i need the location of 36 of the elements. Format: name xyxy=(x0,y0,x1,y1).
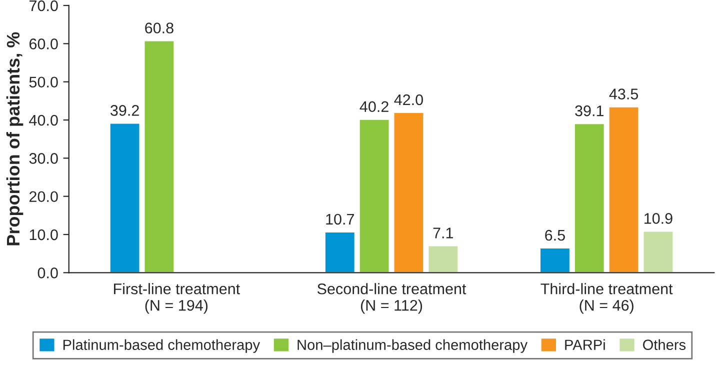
y-tick-label: 70.0 xyxy=(30,0,58,12)
data-label: 39.1 xyxy=(575,105,604,116)
y-tick-label: 10.0 xyxy=(30,229,58,240)
x-tick-label: First-line treatment (N = 194) xyxy=(114,283,240,314)
data-label: 7.1 xyxy=(433,228,453,238)
y-tick-label: 0.0 xyxy=(38,268,58,278)
legend-label: PARPi xyxy=(565,339,605,350)
bar xyxy=(143,40,176,273)
bar xyxy=(324,231,356,273)
y-tick-label: 50.0 xyxy=(29,76,58,88)
data-label: 10.9 xyxy=(644,213,672,224)
bar xyxy=(427,244,459,273)
data-label: 6.5 xyxy=(545,230,565,241)
data-label: 60.8 xyxy=(145,22,174,34)
legend-label: Platinum-based chemotherapy xyxy=(63,339,260,353)
legend-label: Others xyxy=(643,339,686,350)
legend-label: Non–platinum-based chemotherapy xyxy=(298,339,528,353)
bar xyxy=(574,122,606,273)
data-label: 43.5 xyxy=(609,88,638,100)
bar xyxy=(608,106,640,273)
data-label: 39.2 xyxy=(110,105,139,116)
y-tick-label: 30.0 xyxy=(29,153,58,164)
data-label: 40.2 xyxy=(360,101,388,112)
bar xyxy=(642,230,674,273)
y-tick-label: 60.0 xyxy=(30,38,58,50)
x-tick-label: Second-line treatment (N = 112) xyxy=(317,283,466,314)
x-tick-label: Third-line treatment (N = 46) xyxy=(540,283,673,314)
bar xyxy=(358,118,390,273)
bar xyxy=(392,112,425,273)
data-label: 10.7 xyxy=(326,214,354,225)
y-tick-label: 40.0 xyxy=(29,114,58,126)
y-tick-label: 20.0 xyxy=(29,191,58,202)
bar xyxy=(108,122,141,273)
data-label: 42.0 xyxy=(394,94,423,106)
bar xyxy=(539,247,571,273)
y-axis-title: Proportion of patients, % xyxy=(6,32,24,246)
